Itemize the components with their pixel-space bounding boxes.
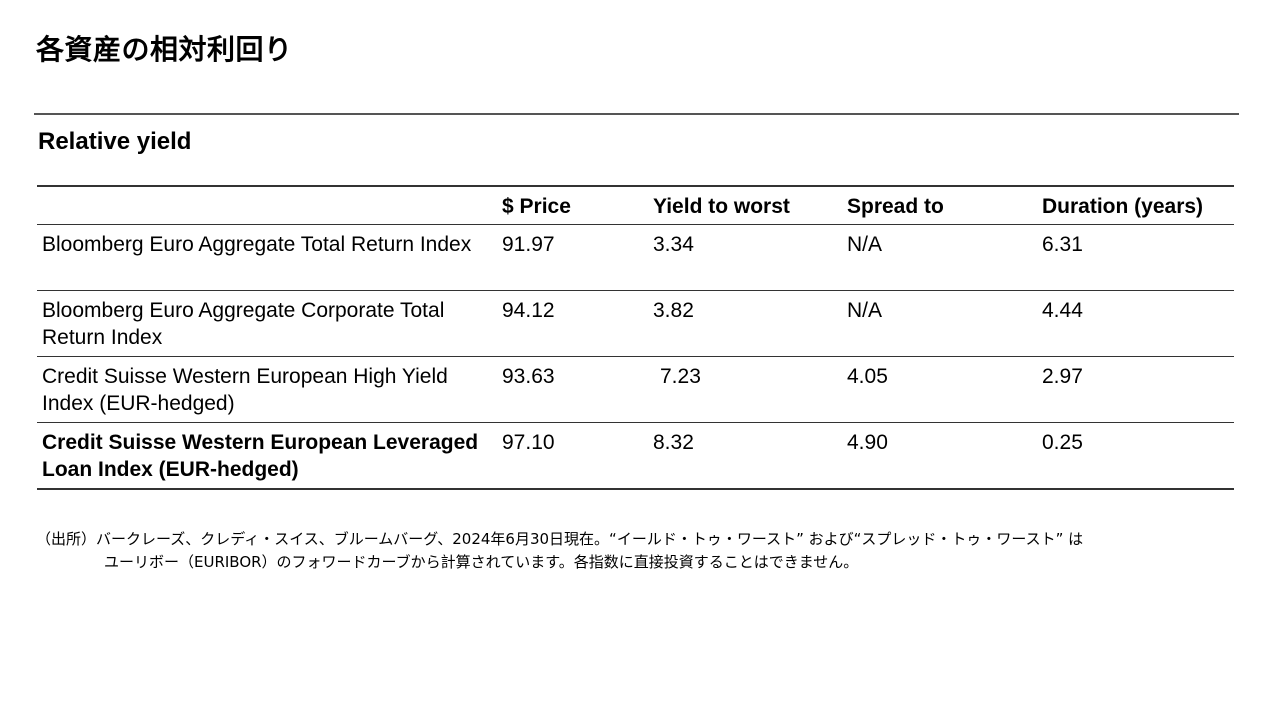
footnote-line-2: ユーリボー（EURIBOR）のフォワードカーブから計算されています。各指数に直接… (104, 553, 859, 571)
row-duration: 0.25 (1037, 422, 1234, 490)
header-spread-to: Spread to (842, 186, 1037, 225)
row-index-name: Bloomberg Euro Aggregate Corporate Total… (37, 290, 497, 357)
header-index (37, 186, 497, 225)
table-header-row: $ Price Yield to worst Spread to Duratio… (37, 186, 1234, 225)
row-index-name: Credit Suisse Western European Leveraged… (37, 422, 497, 490)
row-price: 97.10 (497, 422, 648, 490)
row-price: 94.12 (497, 290, 648, 357)
header-yield-to-worst: Yield to worst (648, 186, 842, 225)
table-title: Relative yield (38, 128, 192, 155)
row-yield-to-worst: 7.23 (648, 356, 842, 423)
row-yield-to-worst: 3.34 (648, 224, 842, 291)
row-index-name: Credit Suisse Western European High Yiel… (37, 356, 497, 423)
header-price: $ Price (497, 186, 648, 225)
table-row: Credit Suisse Western European Leveraged… (37, 422, 1234, 490)
row-spread: N/A (842, 224, 1037, 291)
row-yield-to-worst: 8.32 (648, 422, 842, 490)
row-yield-to-worst: 3.82 (648, 290, 842, 357)
row-duration: 6.31 (1037, 224, 1234, 291)
table-row: Bloomberg Euro Aggregate Total Return In… (37, 224, 1234, 291)
header-duration: Duration (years) (1037, 186, 1234, 225)
title-divider (34, 113, 1239, 115)
page-title: 各資産の相対利回り (36, 34, 293, 65)
row-index-name: Bloomberg Euro Aggregate Total Return In… (37, 224, 497, 291)
row-price: 91.97 (497, 224, 648, 291)
row-duration: 4.44 (1037, 290, 1234, 357)
table-row: Bloomberg Euro Aggregate Corporate Total… (37, 290, 1234, 357)
row-duration: 2.97 (1037, 356, 1234, 423)
row-price: 93.63 (497, 356, 648, 423)
relative-yield-table: $ Price Yield to worst Spread to Duratio… (37, 185, 1234, 490)
row-spread: 4.90 (842, 422, 1037, 490)
table-row: Credit Suisse Western European High Yiel… (37, 356, 1234, 423)
row-spread: 4.05 (842, 356, 1037, 423)
footnote-line-1: （出所）バークレーズ、クレディ・スイス、ブルームバーグ、2024年6月30日現在… (36, 530, 1084, 548)
row-spread: N/A (842, 290, 1037, 357)
source-footnote: （出所）バークレーズ、クレディ・スイス、ブルームバーグ、2024年6月30日現在… (36, 528, 1083, 574)
